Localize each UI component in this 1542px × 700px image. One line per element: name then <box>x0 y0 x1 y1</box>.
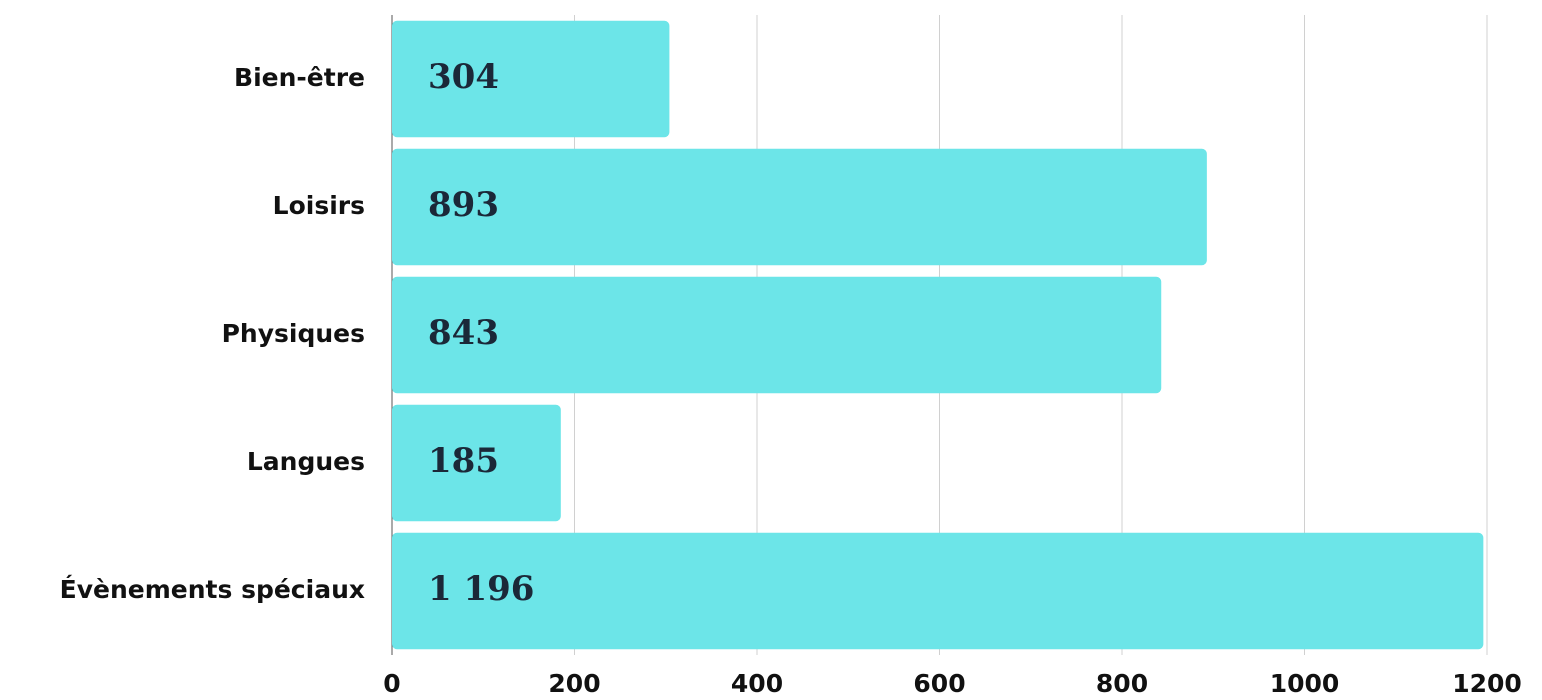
y-tick-label: Loisirs <box>273 191 365 220</box>
bar <box>392 276 1162 394</box>
bar <box>392 532 1484 650</box>
x-tick-label: 800 <box>1096 669 1148 698</box>
y-tick-label: Bien-être <box>234 63 365 92</box>
value-label: 1 196 <box>428 569 534 609</box>
value-label: 185 <box>428 441 499 481</box>
x-tick-label: 1000 <box>1270 669 1340 698</box>
x-tick-label: 600 <box>913 669 965 698</box>
x-tick-label: 1200 <box>1452 669 1522 698</box>
x-tick-label: 200 <box>548 669 600 698</box>
bar <box>392 148 1207 266</box>
y-tick-label: Langues <box>247 447 365 476</box>
y-tick-label: Physiques <box>222 319 365 348</box>
x-tick-label: 400 <box>731 669 783 698</box>
x-tick-label: 0 <box>383 669 400 698</box>
value-label: 893 <box>428 185 499 225</box>
bar <box>392 404 561 522</box>
value-label: 304 <box>428 57 499 97</box>
y-tick-label: Évènements spéciaux <box>60 575 365 604</box>
bar <box>392 20 670 138</box>
value-label: 843 <box>428 313 499 353</box>
